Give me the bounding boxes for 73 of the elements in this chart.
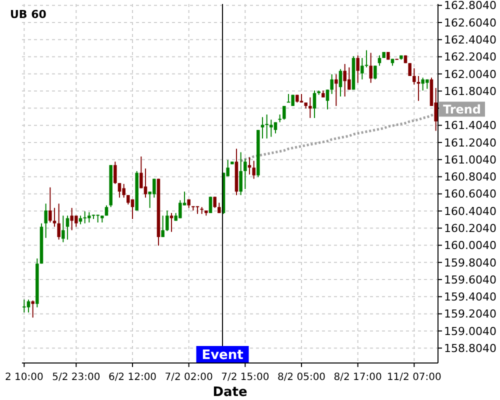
candlestick	[166, 210, 169, 232]
y-tick-label: 160.8040	[444, 170, 496, 184]
x-tick-label: 2 10:00	[4, 372, 44, 383]
x-tick-label: 6/2 12:00	[108, 372, 157, 383]
candlestick	[312, 90, 316, 118]
candlestick	[274, 122, 278, 134]
candlestick	[118, 182, 122, 198]
candlestick	[265, 114, 268, 140]
candlestick	[239, 152, 242, 196]
y-tick-label: 160.6040	[444, 188, 496, 201]
candlestick	[408, 62, 412, 76]
y-tick-label: 159.2040	[444, 308, 496, 321]
candlestick	[48, 186, 52, 223]
candlestick	[374, 65, 377, 80]
series-label: Trend	[442, 102, 482, 116]
y-tick-label: 158.8040	[444, 342, 496, 355]
y-tick-label: 162.8040	[444, 0, 496, 12]
x-tick-label: 5/2 23:00	[52, 372, 100, 383]
candlestick	[412, 68, 416, 86]
candlestick	[369, 52, 372, 84]
candlestick	[31, 300, 34, 318]
y-tick-label: 162.0040	[444, 68, 496, 81]
candlestick	[44, 203, 48, 238]
y-tick-label: 159.8040	[444, 256, 496, 270]
annotation: Event	[202, 348, 244, 363]
candlestick	[326, 89, 330, 110]
y-tick-label: 160.4040	[444, 204, 496, 218]
candlestick	[57, 203, 60, 240]
candlestick	[330, 74, 334, 94]
y-tick-label: 159.4040	[444, 290, 496, 304]
x-tick-label: 8/2 17:00	[334, 372, 382, 383]
candlestick	[62, 215, 65, 243]
candlestick	[334, 74, 338, 106]
candlestick	[114, 161, 117, 184]
x-tick-label: 7/2 02:00	[164, 372, 213, 383]
candlestick	[252, 160, 256, 180]
candlestick	[308, 96, 312, 118]
candlestick	[130, 198, 134, 220]
candlestick	[196, 206, 200, 214]
candlestick	[26, 299, 30, 313]
y-tick-label: 159.6040	[444, 273, 496, 286]
y-tick-label: 162.2040	[444, 50, 496, 64]
y-tick-label: 162.6040	[444, 16, 496, 30]
y-tick-label: 161.4040	[444, 119, 496, 132]
candlestick	[144, 168, 148, 198]
candlestick	[161, 215, 164, 238]
y-tick-label: 161.0040	[444, 153, 496, 166]
candlestick	[356, 54, 360, 84]
y-tick-label: 161.8040	[444, 84, 496, 98]
x-tick-label: 11/2 07:00	[386, 372, 442, 383]
y-tick-label: 162.4040	[444, 33, 496, 46]
candlestick	[260, 116, 264, 140]
candlestick	[52, 207, 56, 228]
x-tick-label: 7/2 15:00	[221, 372, 270, 383]
candlestick	[22, 299, 26, 313]
candlestick	[282, 105, 286, 120]
candlestick	[66, 215, 70, 240]
candlestick	[338, 68, 342, 98]
candlestick	[244, 158, 247, 190]
candlestick	[122, 183, 126, 198]
x-axis-title: Date	[212, 385, 248, 400]
y-tick-label: 160.2040	[444, 222, 496, 235]
x-tick-label: 8/2 05:00	[277, 372, 326, 383]
candlestick	[270, 119, 273, 138]
candlestick	[360, 57, 364, 80]
y-tick-label: 160.0040	[444, 239, 496, 252]
candlestick	[170, 212, 174, 232]
y-tick-label: 159.0040	[444, 324, 496, 338]
y-tick-label: 161.2040	[444, 136, 496, 150]
chart-title: UB 60	[10, 8, 47, 21]
candlestick	[248, 156, 252, 176]
candlestick	[378, 54, 382, 66]
candlestick	[126, 194, 130, 205]
